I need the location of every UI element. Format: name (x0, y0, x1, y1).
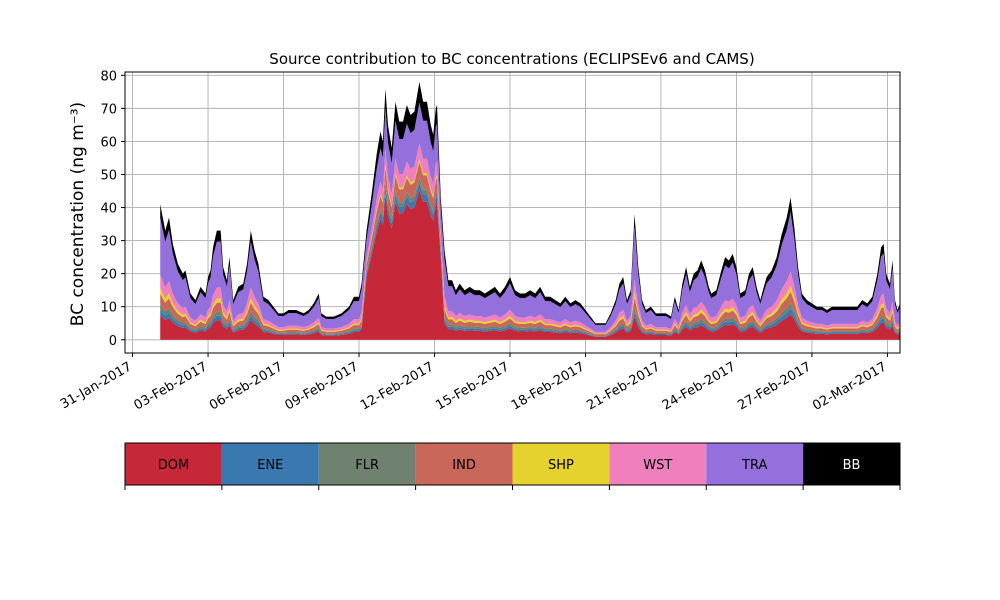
x-tick-label: 02-Mar-2017 (810, 359, 889, 413)
legend-swatch-shp (512, 443, 610, 485)
legend-frame (124, 442, 901, 486)
x-tick-label: 09-Feb-2017 (282, 359, 361, 413)
y-tick-label: 60 (100, 135, 117, 150)
legend-label-bb: BB (843, 458, 861, 473)
legend-label-wst: WST (643, 458, 672, 473)
legend-swatch-ene (221, 443, 319, 485)
chart-title: Source contribution to BC concentrations… (269, 50, 754, 68)
axis-layer: 0102030405060708031-Jan-201703-Feb-20170… (58, 69, 901, 414)
legend-label-flr: FLR (355, 458, 379, 473)
x-tick-label: 18-Feb-2017 (509, 359, 588, 413)
legend-swatch-bb (803, 443, 900, 485)
x-tick-label: 15-Feb-2017 (433, 359, 512, 413)
area-series-bb (160, 81, 901, 325)
y-tick-label: 40 (100, 202, 117, 217)
legend-label-tra: TRA (741, 458, 767, 473)
y-tick-label: 30 (100, 235, 117, 250)
area-series-tra (160, 102, 901, 332)
legend-label-ind: IND (452, 458, 476, 473)
y-tick-label: 50 (100, 168, 117, 183)
legend-label-ene: ENE (257, 458, 283, 473)
legend-colorbar: DOM ENE FLR IND SHP WST TRA BB (124, 442, 901, 490)
legend-label-shp: SHP (548, 458, 574, 473)
x-tick-label: 27-Feb-2017 (735, 359, 814, 413)
plot-frame (124, 71, 901, 354)
y-tick-label: 20 (100, 268, 117, 283)
legend-swatch-flr (318, 443, 416, 485)
legend-swatch-tra (706, 443, 804, 485)
y-tick-label: 0 (109, 334, 117, 349)
y-tick-label: 10 (100, 301, 117, 316)
legend-swatch-wst (609, 443, 707, 485)
x-tick-label: 12-Feb-2017 (358, 359, 437, 413)
x-tick-label: 24-Feb-2017 (660, 359, 739, 413)
x-tick-label: 21-Feb-2017 (584, 359, 663, 413)
stacked-area-layer (160, 81, 901, 340)
y-tick-label: 70 (100, 102, 117, 117)
x-tick-label: 31-Jan-2017 (58, 359, 135, 412)
y-tick-label: 80 (100, 69, 117, 84)
legend-swatch-dom (125, 443, 222, 485)
x-tick-label: 06-Feb-2017 (207, 359, 286, 413)
legend-label-dom: DOM (158, 458, 189, 473)
legend-swatch-ind (415, 443, 513, 485)
y-axis-label: BC concentration (ng m⁻³) (68, 102, 88, 326)
x-tick-label: 03-Feb-2017 (131, 359, 210, 413)
